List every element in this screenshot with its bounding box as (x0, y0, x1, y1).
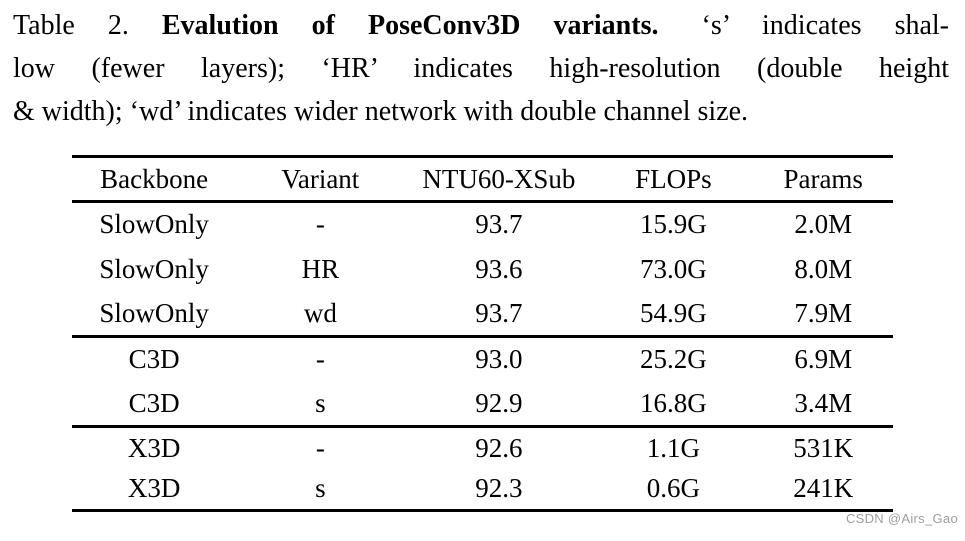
watermark: CSDN @Airs_Gao (845, 511, 958, 526)
cell-params: 531K (793, 432, 854, 463)
cell-params: 3.4M (794, 387, 853, 418)
cell-variant: s (315, 473, 326, 504)
cell-params: 241K (793, 473, 854, 504)
caption-line1-rest: ‘s’ indicates shal- (701, 10, 950, 41)
table-group-c3d: C3D - 93.0 25.2G 6.9M C3D s 92.9 16.8G 3… (72, 337, 893, 427)
caption-line-2: low (fewer layers); ‘HR’ indicates high-… (13, 53, 949, 84)
table-header-row: Backbone Variant NTU60-XSub FLOPs Params (72, 157, 893, 202)
cell-flops: 0.6G (646, 473, 700, 504)
cell-ntu60-xsub: 92.6 (475, 432, 523, 463)
col-header-ntu60-xsub: NTU60-XSub (422, 163, 576, 194)
table-row: C3D s 92.9 16.8G 3.4M (72, 382, 893, 427)
cell-backbone: SlowOnly (99, 297, 209, 328)
cell-flops: 15.9G (639, 209, 707, 240)
table-row: SlowOnly wd 93.7 54.9G 7.9M (72, 292, 893, 337)
col-header-params: Params (783, 163, 863, 194)
table-group-x3d: X3D - 92.6 1.1G 531K X3D s 92.3 0.6G 241… (72, 427, 893, 511)
cell-variant: wd (303, 297, 337, 328)
cell-backbone: C3D (128, 387, 180, 418)
col-header-variant: Variant (281, 163, 360, 194)
results-table: Backbone Variant NTU60-XSub FLOPs Params… (72, 155, 893, 512)
caption-table-number: Table 2. (13, 10, 129, 41)
cell-params: 7.9M (794, 297, 853, 328)
caption-title: Evalution of PoseConv3D variants. (161, 10, 659, 41)
cell-params: 2.0M (794, 209, 853, 240)
cell-variant: - (315, 209, 325, 240)
cell-variant: s (315, 387, 326, 418)
cell-ntu60-xsub: 93.0 (475, 344, 523, 375)
cell-params: 8.0M (794, 253, 853, 284)
cell-flops: 1.1G (646, 432, 700, 463)
cell-ntu60-xsub: 92.3 (475, 473, 523, 504)
cell-ntu60-xsub: 93.6 (475, 253, 523, 284)
cell-flops: 16.8G (639, 387, 707, 418)
cell-variant: - (315, 432, 325, 463)
cell-variant: HR (301, 253, 340, 284)
cell-variant: - (315, 344, 325, 375)
table-row: X3D - 92.6 1.1G 531K (72, 427, 893, 469)
cell-ntu60-xsub: 92.9 (475, 387, 523, 418)
cell-backbone: C3D (128, 344, 180, 375)
cell-backbone: X3D (127, 432, 181, 463)
table-group-slowonly: SlowOnly - 93.7 15.9G 2.0M SlowOnly HR 9… (72, 202, 893, 337)
cell-backbone: SlowOnly (99, 253, 209, 284)
cell-flops: 25.2G (639, 344, 707, 375)
cell-backbone: SlowOnly (99, 209, 209, 240)
caption-line-1: Table 2. Evalution of PoseConv3D variant… (13, 4, 949, 47)
col-header-backbone: Backbone (100, 163, 209, 194)
cell-ntu60-xsub: 93.7 (475, 209, 523, 240)
cell-flops: 73.0G (639, 253, 707, 284)
caption-line-3: & width); ‘wd’ indicates wider network w… (13, 96, 749, 127)
cell-flops: 54.9G (639, 297, 707, 328)
table-row: X3D s 92.3 0.6G 241K (72, 469, 893, 511)
results-table-container: Backbone Variant NTU60-XSub FLOPs Params… (72, 155, 893, 512)
cell-params: 6.9M (794, 344, 853, 375)
table-row: SlowOnly - 93.7 15.9G 2.0M (72, 202, 893, 247)
cell-backbone: X3D (127, 473, 181, 504)
col-header-flops: FLOPs (635, 163, 712, 194)
table-row: C3D - 93.0 25.2G 6.9M (72, 337, 893, 382)
cell-ntu60-xsub: 93.7 (475, 297, 523, 328)
table-row: SlowOnly HR 93.6 73.0G 8.0M (72, 247, 893, 292)
table-caption: Table 2. Evalution of PoseConv3D variant… (13, 4, 949, 133)
